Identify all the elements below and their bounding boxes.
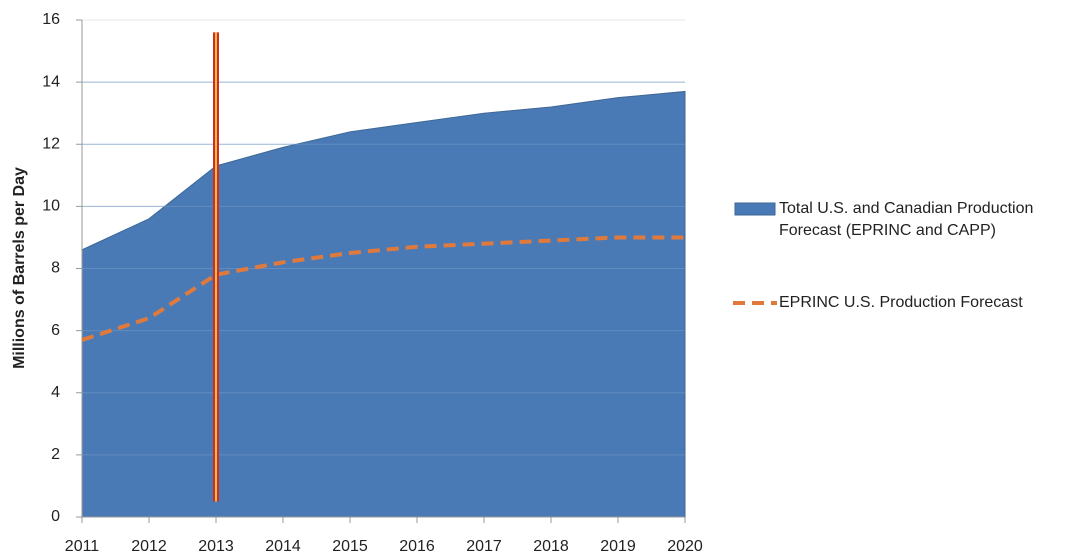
legend-swatch [734,202,776,216]
x-tick-label: 2013 [198,538,234,555]
legend-label: Total U.S. and Canadian Production Forec… [779,200,1034,239]
x-tick-label: 2018 [533,538,569,555]
x-tick-label: 2017 [466,538,502,555]
x-tick-label: 2016 [399,538,435,555]
y-tick-label: 8 [51,260,60,277]
x-tick-label: 2014 [265,538,301,555]
legend-label: EPRINC U.S. Production Forecast [779,294,1023,311]
y-tick-label: 4 [51,384,60,401]
area [81,90,686,518]
line [81,235,685,342]
y-tick-label: 16 [42,11,60,28]
x-tick-label: 2012 [131,538,167,555]
y-tick-label: 14 [42,73,60,90]
x-tick-label: 2020 [667,538,703,555]
y-tick-label: 2 [51,446,60,463]
y-axis-label: Millions of Barrels per Day [11,167,28,369]
y-tick-label: 12 [42,135,60,152]
y-tick-label: 10 [42,198,60,215]
x-tick-label: 2019 [600,538,636,555]
x-tick-label: 2015 [332,538,368,555]
x-tick-label: 2011 [65,538,100,555]
y-tick-label: 6 [51,322,60,339]
y-tick-label: 0 [51,508,60,525]
